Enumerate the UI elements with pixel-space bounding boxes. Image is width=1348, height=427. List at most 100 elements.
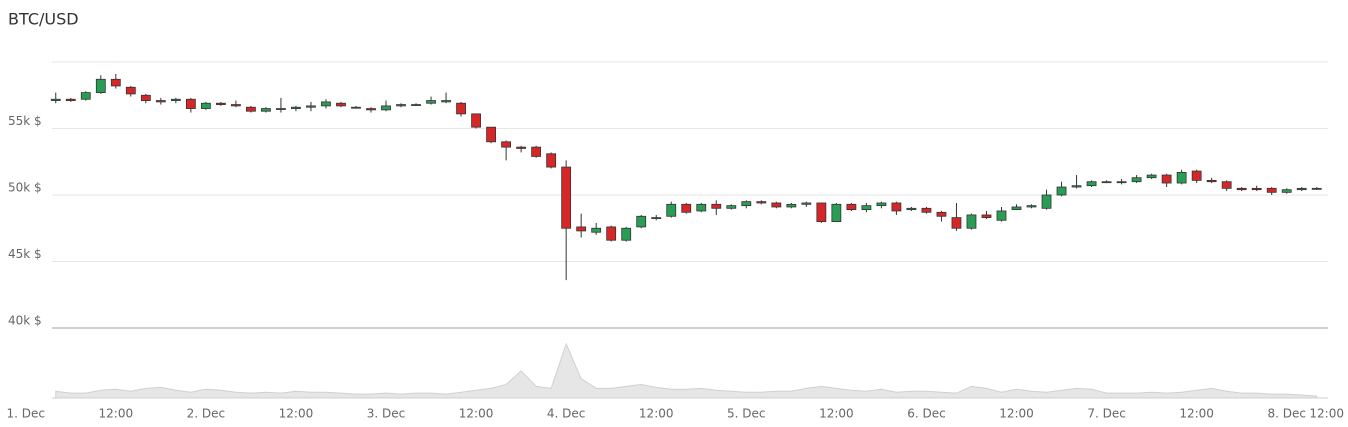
candle-body — [336, 102, 346, 107]
candle-body — [1026, 205, 1037, 208]
candle-body — [351, 106, 361, 109]
candle-body — [801, 202, 812, 205]
x-tick-label: 12:00 — [279, 407, 314, 421]
candle-body — [696, 203, 707, 212]
candle-body — [155, 100, 166, 103]
candle-body — [1311, 187, 1322, 190]
candle-body — [846, 203, 857, 211]
candle-body — [741, 201, 752, 207]
candle-body — [1011, 206, 1022, 211]
candle-body — [291, 106, 301, 109]
candle-body — [1221, 181, 1232, 189]
candle-body — [426, 100, 436, 104]
candle-body — [1161, 174, 1172, 184]
candle-body — [771, 202, 782, 208]
candle-body — [621, 227, 632, 241]
candle-body — [185, 98, 196, 109]
candle-body — [486, 126, 496, 143]
candle-body — [606, 226, 617, 241]
candle-body — [411, 104, 421, 106]
x-tick-label: 5. Dec — [727, 407, 765, 421]
candle-body — [936, 211, 947, 217]
x-tick-label: 12:00 — [99, 407, 134, 421]
candle-body — [321, 101, 331, 107]
candle-body — [215, 102, 226, 105]
candle-body — [636, 215, 647, 228]
x-tick-label: 12:00 — [1309, 407, 1344, 421]
candle-body — [891, 202, 902, 212]
candle-body — [1176, 171, 1187, 184]
candle-body — [471, 113, 481, 128]
candle-body — [50, 98, 61, 101]
candle-body — [276, 108, 286, 110]
x-tick-label: 12:00 — [1179, 407, 1214, 421]
candle-body — [831, 203, 842, 222]
candle-body — [501, 141, 512, 148]
candle-body — [65, 98, 76, 101]
candle-body — [396, 104, 406, 107]
candle-body — [651, 217, 662, 220]
candle-body — [531, 146, 542, 157]
candle-body — [1116, 181, 1127, 184]
candle-body — [200, 102, 211, 109]
candle-body — [816, 202, 827, 222]
x-tick-label: 4. Dec — [547, 407, 585, 421]
candle-body — [906, 207, 917, 211]
x-tick-label: 12:00 — [819, 407, 854, 421]
candle-body — [456, 102, 466, 115]
candle-body — [306, 105, 316, 108]
candle-body — [1281, 189, 1292, 193]
x-tick-label: 8. Dec — [1267, 407, 1305, 421]
x-tick-label: 7. Dec — [1087, 407, 1125, 421]
candle-body — [1071, 185, 1082, 188]
candle-body — [876, 202, 887, 207]
candle-body — [681, 203, 692, 213]
candle-body — [966, 214, 977, 229]
candle-body — [666, 203, 677, 217]
candle-body — [110, 78, 121, 87]
x-tick-label: 12:00 — [459, 407, 494, 421]
candle-body — [576, 226, 587, 232]
candle-body — [1236, 187, 1247, 191]
x-tick-label: 12:00 — [639, 407, 674, 421]
candle-body — [591, 227, 602, 233]
candle-body — [230, 104, 241, 107]
candle-body — [246, 106, 256, 112]
x-tick-label: 1. Dec — [6, 407, 44, 421]
x-tick-label: 3. Dec — [367, 407, 405, 421]
candle-body — [996, 210, 1007, 221]
candle-body — [516, 146, 527, 149]
x-tick-label: 6. Dec — [907, 407, 945, 421]
candle-body — [170, 98, 181, 101]
candle-body — [140, 94, 151, 101]
candle-body — [1041, 194, 1052, 209]
candle-body — [951, 217, 962, 229]
candle-body — [1056, 186, 1067, 196]
candle-body — [921, 207, 932, 213]
candle-body — [786, 203, 797, 208]
y-tick-label: 45k $ — [8, 247, 42, 261]
volume-area — [55, 342, 1318, 399]
candle-body — [366, 108, 376, 111]
candle-body — [80, 92, 91, 100]
candle-body — [261, 108, 271, 112]
candle-body — [726, 205, 737, 209]
candle-body — [1191, 170, 1202, 181]
candle-body — [441, 100, 451, 103]
candle-body — [1296, 187, 1307, 191]
candle-body — [546, 153, 557, 168]
candle-body — [711, 203, 722, 209]
candle-body — [1131, 177, 1142, 183]
candle-body — [1266, 187, 1277, 193]
x-tick-label: 2. Dec — [187, 407, 225, 421]
candle-body — [1206, 179, 1217, 183]
y-tick-label: 50k $ — [8, 181, 42, 195]
candle-body — [1086, 181, 1097, 187]
candle-body — [1101, 181, 1112, 184]
candle-body — [756, 201, 767, 204]
candle-body — [861, 205, 872, 211]
candle-body — [95, 78, 106, 93]
candle-body — [1251, 187, 1262, 191]
